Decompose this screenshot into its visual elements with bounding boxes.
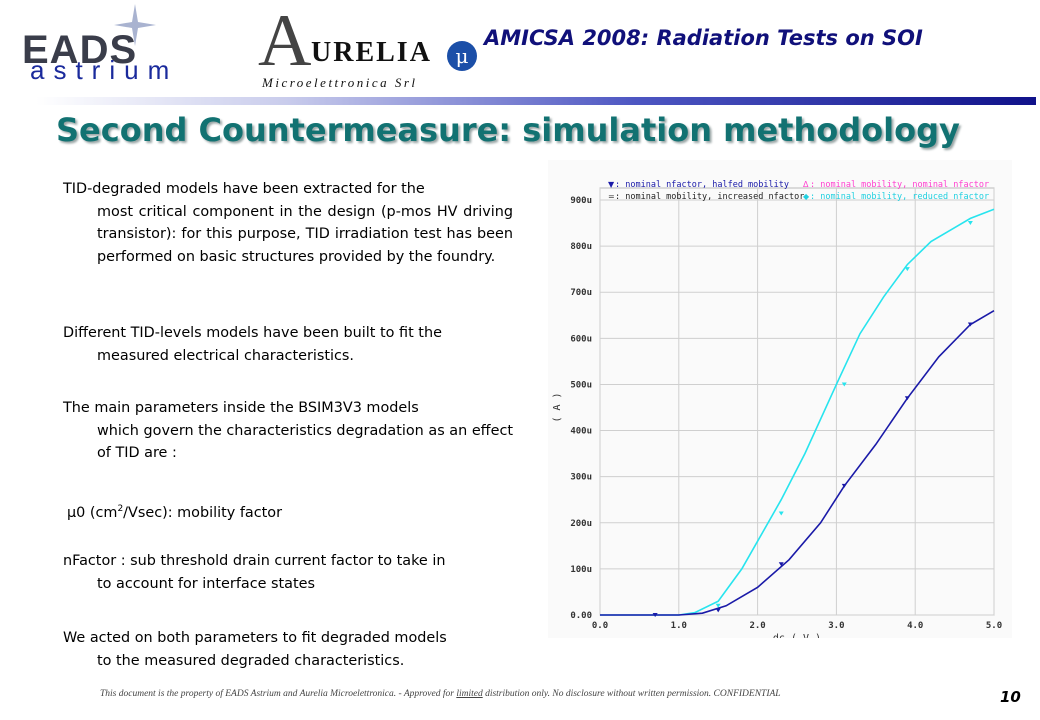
- series-marker-cyan: [778, 511, 784, 516]
- paragraph-mobility-factor: μ0 (cm2/Vsec): mobility factor: [67, 504, 283, 521]
- legend-marker: ◆: [803, 192, 810, 201]
- legend-marker: =: [608, 192, 615, 201]
- y-tick-label: 900u: [570, 196, 592, 206]
- aurelia-logo-name: URELIA: [311, 37, 432, 68]
- astrium-logo: astrium: [30, 55, 179, 85]
- paragraph-tid-models: TID-degraded models have been extracted …: [63, 181, 513, 265]
- x-tick-label: 2.0: [749, 621, 765, 631]
- y-tick-label: 400u: [570, 427, 592, 437]
- series-marker-blue: [967, 322, 973, 327]
- y-tick-label: 100u: [570, 565, 592, 575]
- series-marker-blue: [841, 483, 847, 488]
- series-marker-blue: [778, 562, 784, 567]
- header-divider: [36, 97, 1036, 105]
- x-tick-label: 3.0: [828, 621, 844, 631]
- y-tick-label: 800u: [570, 242, 592, 252]
- y-axis-label: ( A ): [552, 392, 563, 422]
- paragraph-fit-models: We acted on both parameters to fit degra…: [63, 630, 447, 669]
- paragraph-bsim-parameters: The main parameters inside the BSIM3V3 m…: [63, 400, 513, 461]
- y-tick-label: 700u: [570, 288, 592, 298]
- aurelia-logo-subtitle: Microelettronica Srl: [262, 75, 418, 90]
- footer-disclaimer: This document is the property of EADS As…: [100, 689, 781, 699]
- series-marker-cyan: [967, 221, 973, 226]
- legend-label: : nominal mobility, reduced nfactor: [810, 192, 989, 202]
- aurelia-logo-letter: A: [258, 0, 312, 82]
- page-title: Second Countermeasure: simulation method…: [56, 111, 960, 149]
- y-tick-label: 200u: [570, 519, 592, 529]
- eads-logo: EADS: [22, 28, 138, 72]
- x-tick-label: 4.0: [907, 621, 923, 631]
- paragraph-nfactor: nFactor : sub threshold drain current fa…: [63, 553, 446, 592]
- mu-logo-icon: μ: [447, 41, 477, 71]
- x-axis-label: dc ( V ): [773, 633, 821, 638]
- legend-marker: Δ: [803, 180, 809, 189]
- legend-label: : nominal mobility, nominal nfactor: [810, 180, 989, 190]
- star-icon: [114, 4, 156, 46]
- simulation-chart: 0.0 1.0 2.0 3.0 4.0 5.0 0.00 100u 200u 300u 400u 50…: [548, 160, 1012, 638]
- y-tick-label: 500u: [570, 380, 592, 390]
- series-marker-blue: [904, 396, 910, 401]
- x-tick-label: 5.0: [986, 621, 1002, 631]
- series-marker-blue: [652, 613, 658, 617]
- legend-label: : nominal nfactor, halfed mobility: [615, 180, 789, 190]
- series-marker-blue: [715, 608, 721, 613]
- paragraph-tid-levels: Different TID-levels models have been bu…: [63, 325, 442, 364]
- series-marker-cyan: [841, 382, 847, 387]
- legend-marker: ▼: [608, 180, 615, 189]
- series-marker-cyan: [904, 267, 910, 272]
- y-tick-label: 300u: [570, 473, 592, 483]
- page-number: 10: [1000, 688, 1021, 706]
- series-line-blue: [600, 310, 995, 616]
- x-tick-label: 0.0: [592, 621, 608, 631]
- x-tick-label: 1.0: [671, 621, 687, 631]
- svg-text:μ: μ: [456, 44, 469, 68]
- y-tick-label: 600u: [570, 334, 592, 344]
- y-tick-label: 0.00: [570, 611, 592, 621]
- series-marker-cyan: [715, 603, 721, 608]
- legend-label: : nominal mobility, increased nfactor: [615, 192, 804, 202]
- header-title: AMICSA 2008: Radiation Tests on SOI: [484, 26, 923, 50]
